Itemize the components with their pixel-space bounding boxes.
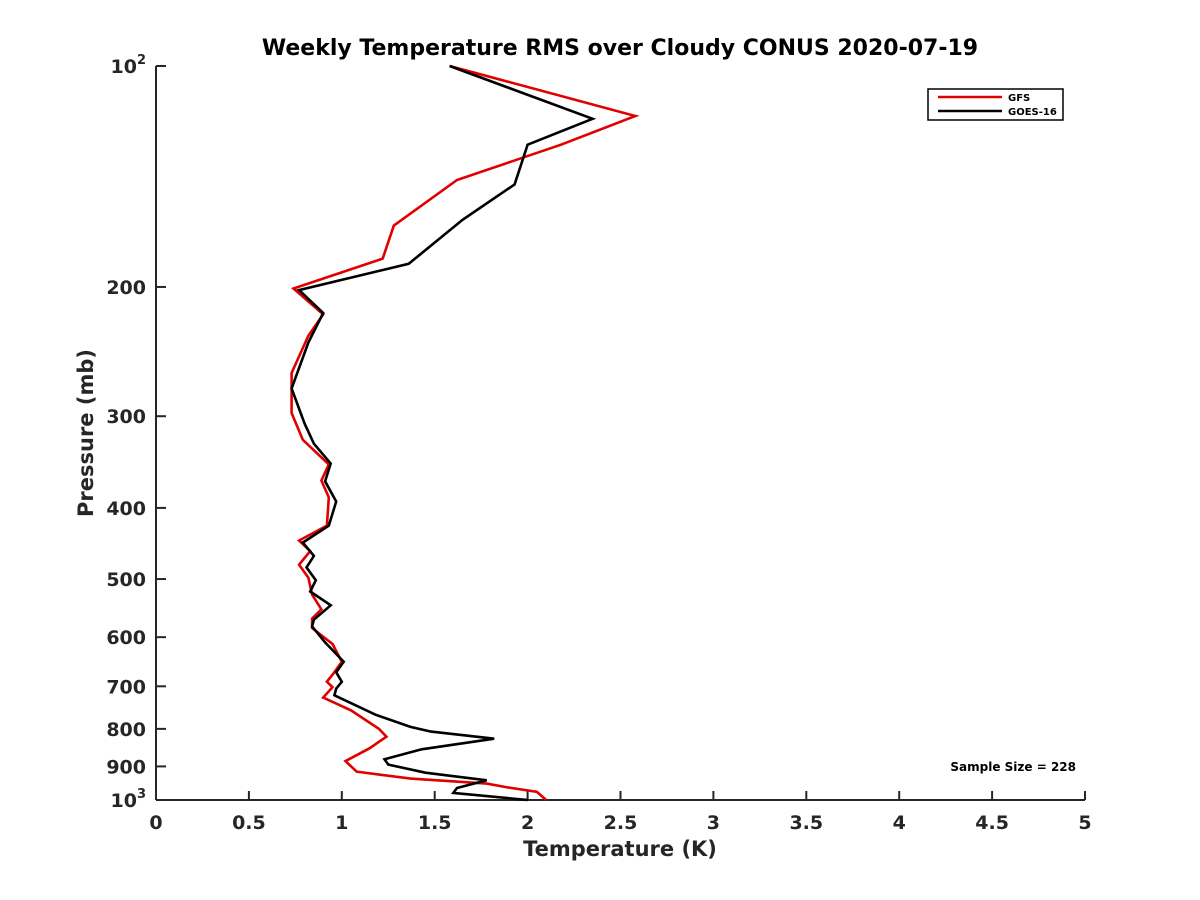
y-tick-label: 103 xyxy=(111,787,147,812)
x-tick-label: 3 xyxy=(707,812,720,834)
y-tick-exponent: 2 xyxy=(137,53,146,68)
legend: GFS GOES-16 xyxy=(927,88,1064,121)
y-tick-base: 10 xyxy=(111,790,137,812)
x-tick-label: 1.5 xyxy=(418,812,452,834)
sample-size-annotation: Sample Size = 228 xyxy=(950,760,1076,774)
y-tick-label: 700 xyxy=(106,676,146,698)
legend-label-goes16: GOES-16 xyxy=(1008,107,1057,118)
y-tick-label: 102 xyxy=(111,53,147,78)
x-tick-label: 4.5 xyxy=(975,812,1009,834)
x-tick-label: 2 xyxy=(521,812,534,834)
x-axis-label: Temperature (K) xyxy=(523,837,717,861)
x-tick-label: 2.5 xyxy=(604,812,638,834)
y-tick-base: 10 xyxy=(111,56,137,78)
y-tick-label: 900 xyxy=(106,756,146,778)
series-line-gfs xyxy=(290,64,640,801)
legend-label-gfs: GFS xyxy=(1008,93,1030,104)
legend-box xyxy=(927,88,1064,121)
plot-area: 0 0.5 1 1.5 2 2.5 3 3.5 4 4.5 51022003004005006007… xyxy=(106,53,1091,834)
x-tick-label: 0.5 xyxy=(232,812,266,834)
y-tick-label: 800 xyxy=(106,719,146,741)
y-tick-exponent: 3 xyxy=(137,787,146,802)
y-tick-label: 400 xyxy=(106,498,146,520)
x-tick-label: 1 xyxy=(335,812,348,834)
x-tick-label: 5 xyxy=(1078,812,1091,834)
x-tick-label: 0 xyxy=(149,812,162,834)
y-tick-label: 600 xyxy=(106,627,146,649)
y-tick-label: 200 xyxy=(106,277,146,299)
y-tick-label: 500 xyxy=(106,569,146,591)
y-axis-label: Pressure (mb) xyxy=(74,349,98,517)
series-line-goes16 xyxy=(290,64,597,802)
x-tick-label: 4 xyxy=(893,812,906,834)
chart-title: Weekly Temperature RMS over Cloudy CONUS… xyxy=(262,36,978,61)
y-tick-label: 300 xyxy=(106,406,146,428)
x-tick-label: 3.5 xyxy=(789,812,823,834)
